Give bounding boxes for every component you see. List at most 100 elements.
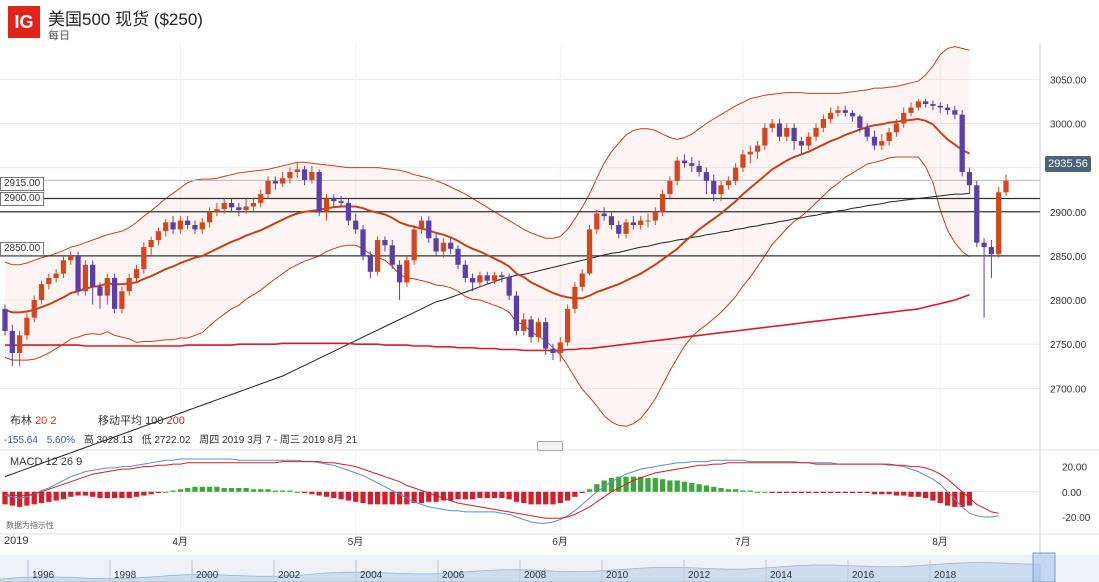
x-tick-label: 7月 — [735, 536, 751, 548]
candle — [835, 105, 841, 117]
macd-histogram-bar — [769, 491, 775, 494]
candle-body — [323, 198, 330, 212]
candle-body — [711, 180, 717, 195]
candle — [725, 176, 731, 190]
macd-histogram-bar — [141, 491, 147, 496]
candle-body — [535, 322, 542, 338]
level-label-2900[interactable]: 2900.00 — [0, 192, 45, 206]
candle-body — [287, 172, 293, 179]
macd-histogram-bar — [38, 491, 45, 504]
candle-body — [294, 169, 300, 173]
instrument-title: 美国500 现货 ($250) — [48, 10, 203, 29]
macd-histogram-bar — [345, 491, 352, 501]
candle — [776, 119, 783, 142]
candle — [360, 225, 366, 261]
level-label-2915[interactable]: 2915.00 — [0, 177, 45, 191]
macd-histogram-bar — [557, 491, 563, 504]
candle — [915, 98, 921, 111]
candle-body — [828, 112, 834, 120]
bollinger-name: 布林 — [10, 415, 32, 427]
candle — [784, 123, 790, 142]
macd-histogram-bar — [798, 491, 805, 494]
candle-body — [411, 229, 417, 261]
candle — [959, 110, 965, 177]
x-tick-label: 4月 — [172, 536, 188, 548]
navigator-year-label: 2018 — [934, 570, 957, 581]
candle — [996, 187, 1002, 258]
candle — [221, 198, 227, 214]
change-percent: 5.60% — [46, 435, 76, 446]
candle — [294, 163, 300, 179]
candle-body — [966, 172, 973, 186]
candle — [133, 264, 140, 283]
candle-body — [53, 273, 59, 278]
macd-histogram-bar — [192, 486, 198, 492]
candle-body — [46, 277, 52, 285]
macd-fast: 12 — [45, 456, 58, 468]
macd-histogram-bar — [572, 491, 578, 497]
macd-histogram-bar — [718, 488, 724, 492]
ma-period-100: 100 — [145, 415, 164, 427]
candle-body — [484, 275, 490, 281]
macd-histogram-bar — [857, 491, 863, 494]
candle — [192, 220, 198, 234]
candle-body — [382, 240, 388, 246]
candle-body — [579, 273, 585, 287]
macd-histogram-bar — [133, 491, 140, 497]
candle — [433, 233, 439, 256]
y-tick-label: 2700.00 — [1050, 384, 1087, 395]
navigator-window — [1032, 552, 1056, 582]
panel-resize-handle[interactable] — [537, 441, 563, 451]
candle — [594, 209, 600, 234]
macd-histogram-bar — [915, 491, 921, 497]
candle — [199, 217, 205, 234]
candle — [506, 273, 512, 301]
y-tick-label: 2900.00 — [1050, 208, 1087, 219]
macd-histogram-bar — [535, 491, 542, 505]
candle-body — [221, 202, 227, 210]
candle — [572, 282, 578, 314]
macd-histogram-bar — [280, 490, 286, 492]
candle — [243, 198, 249, 214]
horizontal-levels — [0, 179, 1040, 257]
candle — [806, 132, 812, 150]
candle — [893, 119, 900, 137]
macd-histogram-bar — [754, 491, 761, 493]
macd-histogram-bar — [155, 491, 162, 494]
macd-indicator-label[interactable]: MACD 12 26 9 — [10, 456, 82, 468]
timeframe-label[interactable]: 每日 — [48, 30, 70, 42]
ma-indicator-label[interactable]: 移动平均 100 200 — [98, 412, 185, 428]
macd-histogram-bar — [24, 491, 30, 506]
candle-body — [163, 222, 169, 232]
macd-histogram-bar — [185, 488, 191, 492]
candle-body — [455, 248, 461, 265]
ma100-line — [4, 192, 970, 478]
candle — [155, 227, 162, 246]
candle — [477, 271, 483, 287]
ma-name: 移动平均 — [98, 415, 142, 427]
macd-histogram-bar — [68, 491, 74, 497]
macd-histogram-bar — [922, 491, 929, 499]
stats-bar: -155.64 5.60% 高 3028.13 低 2722.02 周四 201… — [4, 431, 363, 446]
candle-body — [396, 264, 403, 283]
macd-histogram-bar — [491, 491, 498, 499]
macd-histogram-bar — [2, 491, 8, 505]
candle — [250, 197, 257, 212]
candle — [798, 136, 805, 155]
candle-body — [462, 264, 468, 278]
candle-body — [886, 132, 892, 142]
macd-histogram-bar — [228, 488, 235, 492]
level-label-2850[interactable]: 2850.00 — [0, 242, 45, 256]
candle — [689, 157, 695, 173]
candle — [185, 216, 191, 230]
candle-body — [696, 165, 702, 173]
macd-signal-line — [4, 461, 999, 519]
candle — [367, 251, 373, 278]
candle — [674, 157, 680, 186]
candle — [586, 225, 593, 276]
macd-histogram-bar — [426, 491, 432, 502]
candle — [966, 167, 973, 195]
candle-body — [97, 286, 103, 296]
bollinger-indicator-label[interactable]: 布林 20 2 — [10, 412, 57, 428]
